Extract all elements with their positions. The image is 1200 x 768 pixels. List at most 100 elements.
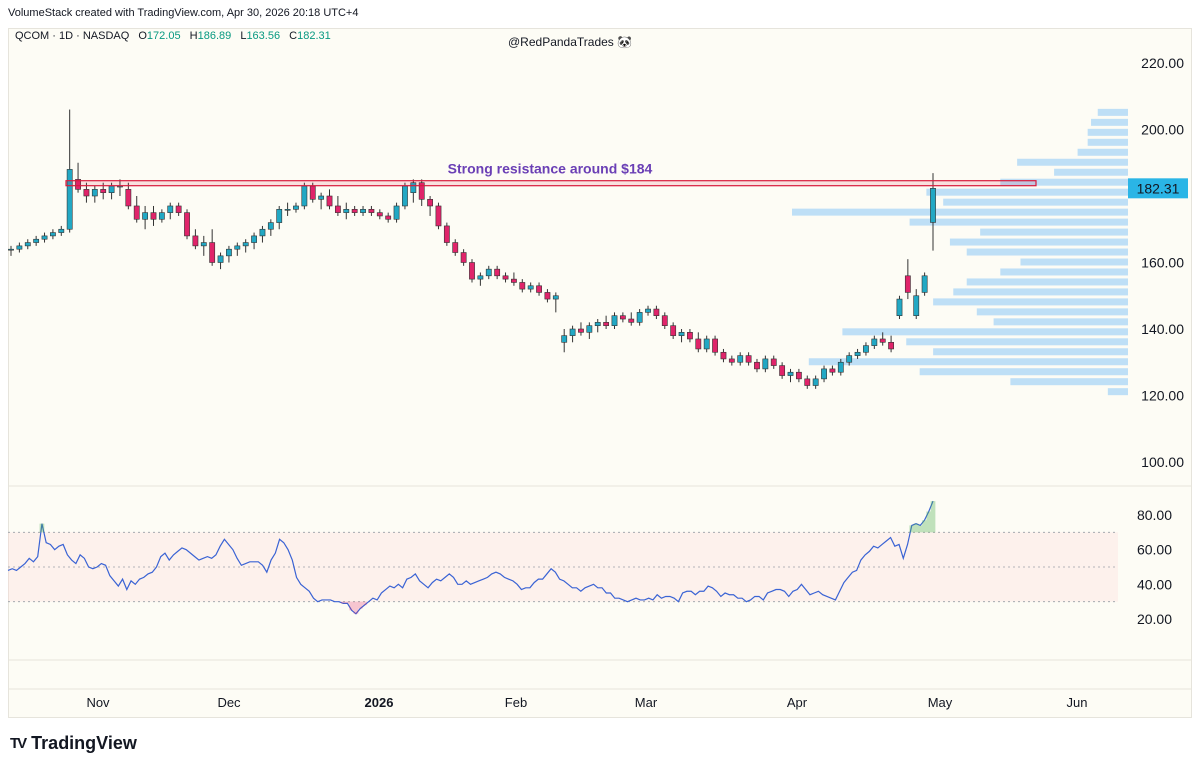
candle-up [846,355,853,363]
rsi-overbought-fill [39,501,936,533]
candle-down [385,215,392,220]
price-axis-tick-label: 220.00 [1141,55,1184,71]
candle-down [309,185,316,200]
candle-down [502,275,509,280]
high-value: 186.89 [197,30,232,42]
candle-down [469,262,475,280]
candle-up [921,275,928,293]
candle-down [904,275,911,293]
candle-down [427,199,433,207]
candle-down [728,358,735,363]
volume-profile-bar [953,288,1128,296]
volume-profile-bar [1000,268,1128,276]
candle-down [879,338,886,343]
candle-up [318,195,325,200]
candle-up [821,368,827,380]
candle-up [33,238,40,243]
candle-up [41,235,48,240]
candle-up [611,315,618,326]
volume-profile-bar [993,318,1128,326]
candle-down [712,338,718,353]
time-axis-tick-label: Feb [505,695,527,710]
close-label: C [289,30,298,42]
price-axis-tick-label: 120.00 [1141,388,1184,404]
candle-up [343,209,350,213]
volume-profile-bar [933,298,1128,306]
candle-down [418,182,425,200]
tradingview-logo[interactable]: TV TradingView [10,733,137,754]
candle-down [687,332,693,340]
candle-up [50,232,56,237]
volume-profile-bar [1107,388,1128,396]
candle-down [75,179,81,190]
candle-down [511,278,517,283]
high-label: H [189,30,198,42]
price-axis-tick-label: 160.00 [1141,255,1184,271]
candle-up [276,209,283,223]
rsi-axis-tick-label: 80.00 [1137,507,1172,523]
candle-up [242,242,249,247]
candle-down [544,292,551,300]
resistance-annotation: Strong resistance around $184 [448,161,653,177]
time-axis-tick-label: Dec [217,695,241,710]
time-axis-tick-label: Jun [1067,695,1088,710]
last-price-tag [1128,178,1188,199]
candle-down [494,268,501,277]
volume-profile-bar [919,368,1128,376]
volume-profile-bar [976,308,1128,316]
candle-down [770,358,777,366]
author-watermark: @RedPandaTrades 🐼 [508,35,633,49]
candle-up [217,255,224,263]
close-value: 182.31 [297,30,331,42]
candle-down [435,205,442,227]
low-label: L [240,30,247,42]
time-axis-tick-label: 2026 [365,695,394,710]
time-axis-tick-label: Nov [86,695,110,710]
volume-profile-bar [966,248,1128,256]
rsi-oversold-fill [340,601,367,614]
volume-profile-bar [966,278,1128,286]
candle-up [477,275,484,280]
volume-profile-bar [1087,128,1128,136]
candle-down [100,189,107,193]
candle-up [410,182,417,193]
volume-profile-bar [980,228,1128,236]
volume-profile-bar [1087,138,1128,146]
candle-down [754,361,760,370]
candle-up [787,371,794,376]
candle-down [695,338,702,350]
volume-profile-bar [1000,178,1128,186]
candle-down [745,355,752,363]
last-price-label: 182.31 [1137,180,1180,196]
candle-down [175,205,182,213]
candle-down [192,235,199,247]
candle-up [158,212,165,220]
resistance-zone [65,180,1037,187]
candle-up [636,312,643,323]
candle-down [888,341,894,350]
candle-up [226,248,232,257]
open-value: 172.05 [146,30,181,42]
open-label: O [138,30,147,42]
candle-down [578,328,584,333]
candle-up [527,285,534,290]
candle-down [334,205,341,213]
candle-up [837,361,844,373]
candle-up [393,205,400,220]
candle-down [829,368,836,373]
price-axis-tick-label: 140.00 [1141,321,1184,337]
candle-up [913,295,920,317]
volume-profile-bar [1077,148,1128,156]
candle-up [485,268,492,277]
candle-down [209,242,216,263]
candle-up [251,235,257,243]
symbol-legend: QCOM · 1D · NASDAQ O172.05 H186.89 L163.… [15,30,331,42]
candle-down [351,209,358,213]
candle-down [184,212,190,237]
candle-up [293,205,299,210]
volume-profile-bar [1020,258,1128,266]
time-axis-tick-label: May [928,695,953,710]
candle-up [863,345,869,353]
volume-profile-bar [792,208,1128,216]
